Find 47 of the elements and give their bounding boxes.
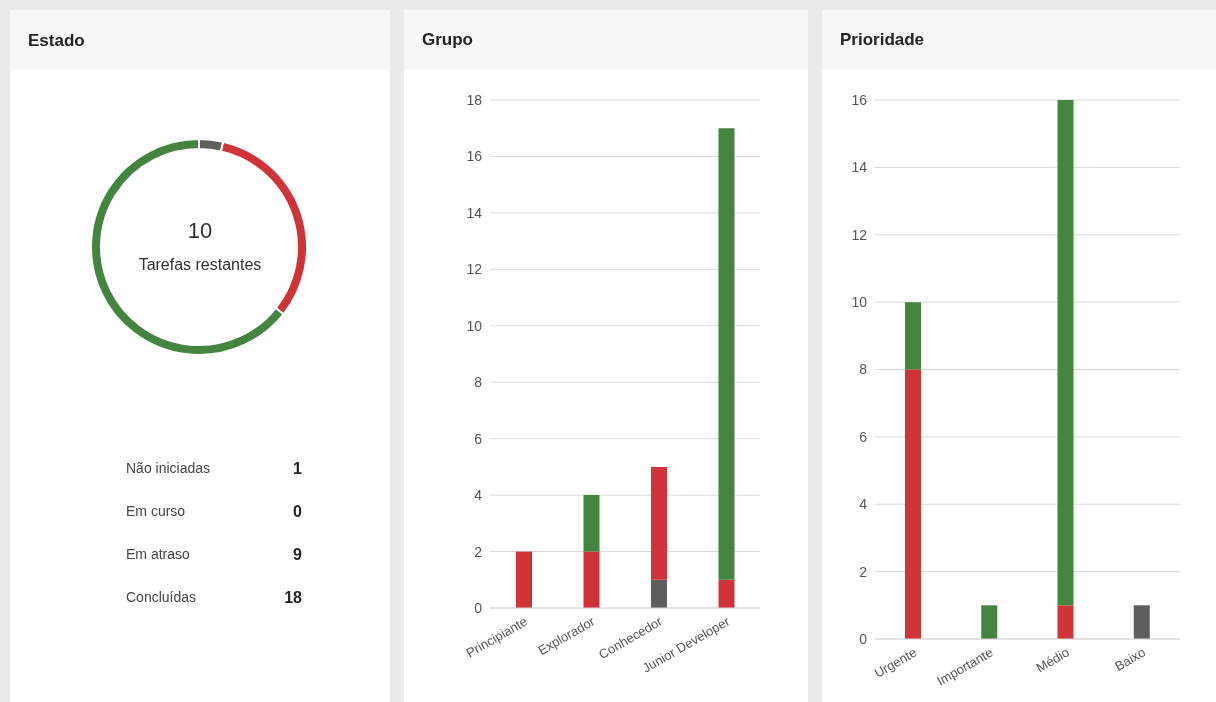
x-tick-label: Baixo — [1112, 644, 1148, 674]
text: 10 — [186, 218, 214, 244]
y-tick-label: 16 — [466, 148, 483, 165]
y-tick-label: 12 — [851, 226, 868, 243]
data-label: 0 — [293, 503, 302, 522]
bar — [905, 369, 921, 639]
bar — [718, 579, 735, 608]
data-label: 18 — [284, 589, 302, 608]
y-tick-label: 6 — [474, 430, 483, 447]
bar — [651, 579, 667, 608]
y-tick-label: 4 — [474, 487, 483, 504]
bar — [1133, 605, 1150, 639]
bar — [583, 551, 600, 608]
chart-title: Grupo — [404, 10, 808, 70]
y-tick-label: 0 — [474, 599, 483, 616]
y-tick-label: 14 — [851, 159, 868, 176]
bar — [718, 128, 735, 580]
y-tick-label: 2 — [859, 563, 868, 580]
text: Tarefas restantes — [137, 256, 263, 274]
y-tick-label: 6 — [859, 428, 868, 445]
bar — [583, 495, 600, 552]
y-tick-label: 2 — [474, 543, 483, 560]
category-label: Em curso — [126, 503, 186, 521]
bar — [1057, 100, 1074, 606]
data-label: 1 — [293, 460, 302, 479]
bar — [651, 466, 667, 580]
y-tick-label: 10 — [466, 317, 483, 334]
bar — [905, 302, 921, 370]
category-label: Em atraso — [126, 546, 190, 564]
category-label: Concluídas — [126, 589, 197, 607]
bar — [981, 605, 998, 639]
y-tick-label: 10 — [851, 294, 868, 311]
y-tick-label: 16 — [851, 91, 868, 108]
data-label: 9 — [293, 546, 302, 565]
y-tick-label: 8 — [474, 374, 483, 391]
chart-title: Estado — [28, 31, 85, 50]
y-tick-label: 12 — [466, 261, 483, 278]
bar — [516, 551, 532, 608]
y-tick-label: 8 — [859, 361, 868, 378]
chart-title: Prioridade — [822, 10, 1216, 70]
y-tick-label: 0 — [859, 630, 868, 647]
bar — [1057, 605, 1074, 639]
y-tick-label: 4 — [859, 496, 868, 513]
category-label: Não iniciadas — [126, 460, 211, 478]
y-tick-label: 18 — [466, 91, 483, 108]
y-tick-label: 14 — [466, 204, 483, 221]
x-tick-label: Médio — [1033, 644, 1072, 676]
